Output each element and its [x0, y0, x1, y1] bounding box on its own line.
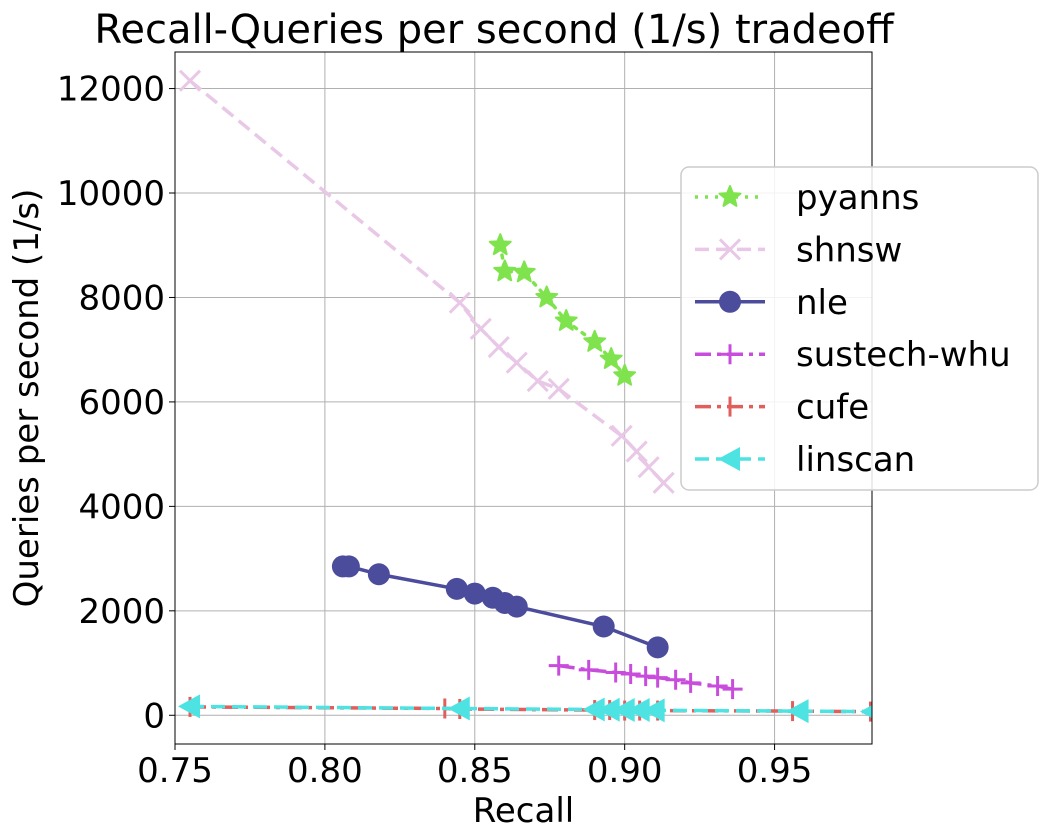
data-point-linscan: [597, 697, 620, 722]
data-point-sustech-whu: [707, 676, 728, 697]
series-pyanns: [488, 233, 637, 386]
data-point-nle: [592, 615, 615, 638]
x-tick-label: 0.95: [737, 751, 813, 791]
x-axis-label: Recall: [473, 791, 574, 831]
chart-title: Recall-Queries per second (1/s) tradeoff: [94, 7, 895, 53]
data-point-linscan: [642, 698, 665, 723]
y-tick-label: 8000: [78, 278, 165, 318]
data-point-sustech-whu: [647, 667, 668, 688]
x-tick-label: 0.80: [287, 751, 363, 791]
y-tick-label: 2000: [78, 592, 165, 632]
legend-label-cufe: cufe: [796, 388, 869, 428]
data-point-nle: [367, 563, 390, 586]
data-point-linscan: [447, 696, 470, 721]
data-point-shnsw: [526, 369, 549, 393]
data-point-sustech-whu: [605, 662, 626, 683]
data-point-pyanns: [554, 309, 578, 331]
legend-label-linscan: linscan: [796, 440, 915, 480]
y-tick-label: 6000: [78, 383, 165, 423]
x-tick-label: 0.85: [437, 751, 513, 791]
data-point-shnsw: [487, 336, 510, 359]
legend-marker-nle: [719, 290, 741, 313]
data-point-sustech-whu: [620, 664, 641, 685]
data-point-linscan: [177, 694, 200, 719]
data-point-pyanns: [599, 347, 623, 369]
y-tick-label: 10000: [57, 174, 165, 214]
y-tick-label: 12000: [57, 70, 165, 110]
data-point-nle: [445, 577, 468, 600]
x-tick-label: 0.75: [137, 751, 213, 791]
data-point-sustech-whu: [665, 669, 686, 690]
legend-marker-pyanns: [718, 185, 742, 207]
data-point-nle: [646, 636, 669, 659]
data-point-sustech-whu: [680, 672, 701, 693]
data-point-pyanns: [488, 233, 512, 256]
data-point-shnsw: [652, 471, 675, 494]
data-point-shnsw: [448, 291, 471, 314]
y-tick-label: 0: [143, 696, 165, 736]
data-point-pyanns: [613, 363, 637, 386]
x-tick-label: 0.90: [587, 751, 663, 791]
data-point-linscan: [860, 705, 872, 719]
data-point-linscan: [627, 698, 650, 723]
data-point-linscan: [612, 698, 635, 723]
series-linscan: [177, 694, 872, 724]
legend-marker-shnsw: [718, 238, 742, 261]
data-point-nle: [337, 555, 360, 578]
data-point-shnsw: [178, 69, 202, 92]
data-point-nle: [463, 582, 486, 605]
data-point-sustech-whu: [548, 655, 569, 676]
data-point-nle: [505, 595, 528, 618]
legend-label-nle: nle: [796, 283, 848, 323]
data-point-shnsw: [505, 351, 528, 374]
data-point-sustech-whu: [722, 679, 743, 700]
x-ticks: 0.75 0.80 0.85 0.90 0.95: [137, 744, 812, 791]
series-line-sustech-whu: [558, 663, 733, 691]
legend-label-pyanns: pyanns: [796, 178, 919, 218]
data-point-sustech-whu: [635, 666, 656, 687]
y-ticks: 0 2000 4000 6000 8000 10000 12000: [57, 70, 175, 736]
series-nle: [331, 555, 669, 659]
legend-box: [680, 166, 1039, 491]
data-point-pyanns: [493, 259, 517, 282]
y-tick-label: 4000: [78, 487, 165, 527]
series-layer: [177, 69, 872, 724]
data-point-shnsw: [625, 440, 648, 463]
legend-label-sustech-whu: sustech-whu: [796, 335, 1011, 375]
data-point-pyanns: [512, 260, 536, 283]
data-point-pyanns: [583, 329, 607, 352]
legend-marker-linscan: [718, 447, 740, 471]
series-sustech-whu: [548, 655, 743, 700]
legend: pyanns shnsw nle sustech-whu cufe linscan: [680, 166, 1039, 491]
data-point-shnsw: [547, 377, 570, 400]
legend-label-shnsw: shnsw: [796, 230, 902, 270]
data-point-linscan: [786, 699, 809, 724]
data-point-shnsw: [469, 317, 492, 340]
data-point-pyanns: [535, 285, 559, 308]
legend-marker-sustech-whu: [720, 344, 740, 365]
data-point-sustech-whu: [578, 659, 599, 680]
y-axis-label: Queries per second (1/s): [7, 189, 47, 608]
data-point-linscan: [582, 697, 605, 722]
series-shnsw: [178, 69, 675, 494]
